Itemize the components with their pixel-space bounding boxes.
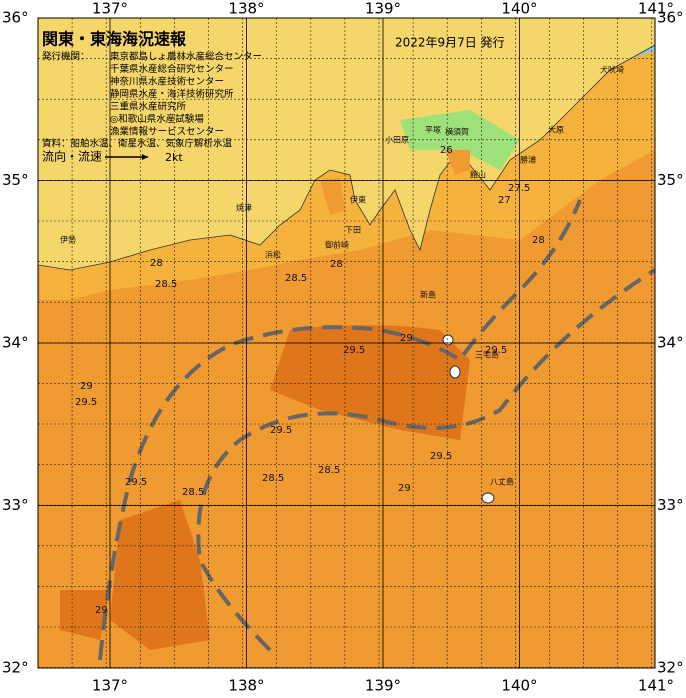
lat-label: 35° [2, 171, 29, 189]
contour-label: 28.5 [262, 473, 284, 484]
lon-label: 140° [501, 677, 537, 695]
grid [38, 18, 655, 668]
place-name: 下田 [345, 226, 361, 235]
contour-label: 26 [440, 145, 453, 156]
issuer: 漁業情報サービスセンター [110, 126, 224, 138]
issuer: ◎和歌山県水産試験場 [110, 113, 204, 125]
contour-label: 28 [532, 235, 545, 246]
contour-label: 27 [498, 195, 511, 206]
title: 関東・東海海況速報 [42, 30, 187, 49]
lat-label: 34° [2, 334, 29, 352]
place-name: 小田原 [385, 136, 409, 145]
contour-label: 29.5 [270, 425, 292, 436]
place-name: 館山 [470, 170, 486, 180]
lat-label: 35° [657, 171, 684, 189]
contour-label: 28 [330, 259, 343, 270]
contour-label: 28.5 [285, 273, 307, 284]
lat-label: 32° [657, 659, 684, 677]
contour-label: 29.5 [343, 345, 365, 356]
kuroshio-path [98, 199, 655, 661]
island [442, 334, 454, 346]
place-name: 平塚 [425, 126, 441, 135]
current-label: 流向・流速 [42, 149, 102, 164]
lon-label: 141° [638, 677, 674, 695]
issuer: 三重県水産研究所 [110, 101, 187, 113]
bay [445, 150, 470, 175]
contour-label: 29.5 [430, 451, 452, 462]
contour-label: 29.5 [485, 345, 507, 356]
place-name: 勝浦 [520, 155, 536, 165]
lat-label: 34° [657, 334, 684, 352]
contour-label: 29 [400, 333, 413, 344]
contour-label: 28.5 [182, 487, 204, 498]
contour-label: 29 [80, 381, 93, 392]
lon-label: 137° [92, 0, 128, 18]
lon-label: 141° [638, 0, 674, 18]
place-name: 伊勢 [60, 235, 76, 245]
place-name: 八丈島 [490, 477, 514, 487]
issuers-label: 発行機関： [42, 51, 90, 63]
place-name: 大原 [548, 125, 564, 135]
contour-label: 29 [95, 605, 108, 616]
contour-label: 28 [150, 258, 163, 269]
place-name: 三宅島 [475, 350, 499, 360]
contour-label: 28.5 [155, 279, 177, 290]
scale-arrow-head [142, 154, 148, 160]
lat-label: 33° [657, 496, 684, 514]
lat-label: 36° [657, 9, 684, 27]
lon-label: 137° [92, 677, 128, 695]
warm-water [60, 500, 210, 650]
contour-label: 29.5 [125, 477, 147, 488]
current-scale: 2kt [165, 151, 183, 164]
island [449, 365, 461, 379]
contour-label: 29 [398, 483, 411, 494]
place-name: 横須賀 [445, 127, 469, 137]
issuer: 静岡県水産・海洋技術研究所 [110, 88, 234, 100]
place-name: 御前崎 [325, 240, 349, 250]
warm-water [270, 325, 470, 440]
place-name: 伊東 [350, 195, 366, 205]
place-name: 新島 [420, 290, 436, 300]
lon-label: 138° [228, 0, 264, 18]
contour-label: 28.5 [318, 465, 340, 476]
frame [37, 17, 656, 669]
lon-label: 139° [365, 0, 401, 18]
place-name: 浜松 [265, 250, 281, 260]
issuer: 神奈川県水産技術センター [110, 76, 224, 88]
materials: 資料：船舶水温、衛星水温、気象庁解析水温 [42, 138, 233, 150]
place-name: 犬吠埼 [600, 65, 624, 75]
island [481, 492, 495, 504]
bay [320, 178, 345, 215]
lon-label: 138° [228, 677, 264, 695]
contour-label: 29.5 [75, 397, 97, 408]
contour-label: 27.5 [508, 183, 530, 194]
issuer: 東京都島しょ農林水産総合センター [110, 51, 262, 63]
issuer: 千葉県水産総合研究センター [110, 63, 234, 75]
lon-label: 140° [501, 0, 537, 18]
lat-label: 32° [2, 659, 29, 677]
lat-label: 36° [2, 9, 29, 27]
lat-label: 33° [2, 496, 29, 514]
date: 2022年9月7日 発行 [395, 36, 505, 50]
map-body [38, 18, 655, 668]
lon-label: 139° [365, 677, 401, 695]
place-name: 焼津 [236, 203, 252, 213]
